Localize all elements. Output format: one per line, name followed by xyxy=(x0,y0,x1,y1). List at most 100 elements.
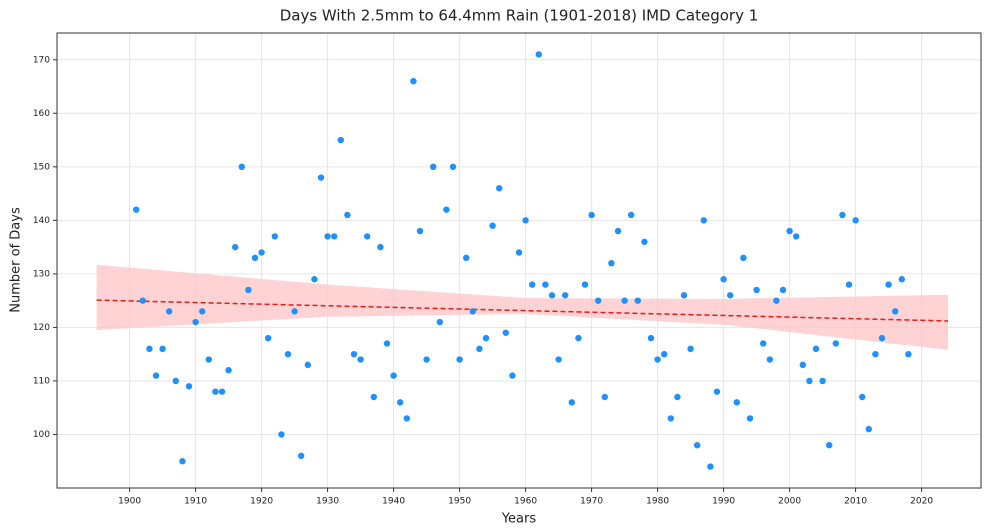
point xyxy=(667,415,674,422)
point xyxy=(311,276,318,283)
point xyxy=(304,361,311,369)
point xyxy=(416,227,424,235)
point xyxy=(317,174,325,181)
point xyxy=(218,388,226,395)
point xyxy=(845,281,853,288)
point xyxy=(898,276,905,283)
point xyxy=(529,281,536,288)
point xyxy=(436,318,443,326)
point xyxy=(674,393,681,401)
point xyxy=(238,163,245,171)
y-tick-label: 110 xyxy=(33,376,50,386)
point xyxy=(548,292,556,299)
point xyxy=(581,281,589,288)
point xyxy=(773,297,780,304)
point xyxy=(185,383,193,390)
point xyxy=(298,452,305,460)
point xyxy=(562,292,569,299)
point xyxy=(720,276,727,283)
y-tick-label: 120 xyxy=(33,323,50,333)
point xyxy=(476,345,483,353)
point xyxy=(746,415,754,422)
point xyxy=(575,334,582,342)
y-axis-label: Number of Days xyxy=(9,207,24,313)
point xyxy=(779,286,787,294)
point xyxy=(542,281,549,288)
x-tick-label: 1900 xyxy=(118,497,141,507)
point xyxy=(680,292,688,299)
point xyxy=(601,393,608,401)
point xyxy=(397,399,404,406)
x-tick-label: 1930 xyxy=(316,497,339,507)
point xyxy=(383,340,391,347)
point xyxy=(152,372,160,379)
point xyxy=(423,356,430,363)
point xyxy=(370,393,377,401)
x-tick-label: 1950 xyxy=(448,497,471,507)
y-tick-label: 140 xyxy=(33,216,50,226)
point xyxy=(350,350,358,358)
point xyxy=(694,441,701,449)
point xyxy=(463,254,470,262)
point xyxy=(839,211,846,219)
x-tick-label: 2010 xyxy=(844,497,867,507)
x-tick-label: 2000 xyxy=(778,497,801,507)
point xyxy=(496,185,503,192)
point xyxy=(634,297,641,304)
point xyxy=(621,297,628,304)
trend-line xyxy=(96,299,949,322)
point xyxy=(251,254,259,262)
point xyxy=(826,441,833,449)
point xyxy=(713,388,721,395)
point xyxy=(159,345,166,353)
point xyxy=(595,297,602,304)
point xyxy=(647,334,655,342)
point xyxy=(806,377,813,385)
point xyxy=(509,372,516,379)
point xyxy=(852,217,859,224)
point xyxy=(449,163,457,171)
point xyxy=(905,350,912,358)
point xyxy=(331,233,338,240)
point xyxy=(192,318,199,326)
point xyxy=(271,233,278,240)
point xyxy=(515,249,523,256)
point xyxy=(469,308,476,315)
x-tick-label: 1960 xyxy=(514,497,537,507)
point xyxy=(245,286,252,294)
point xyxy=(284,350,292,358)
point xyxy=(258,249,265,256)
x-tick-label: 1920 xyxy=(250,497,273,507)
point xyxy=(430,163,437,171)
point xyxy=(225,367,232,374)
point xyxy=(166,308,173,315)
point xyxy=(443,206,450,213)
point xyxy=(555,356,562,363)
point xyxy=(641,238,648,245)
point xyxy=(139,297,146,304)
y-tick-label: 100 xyxy=(33,430,50,440)
point xyxy=(588,211,595,219)
point xyxy=(568,399,575,406)
point xyxy=(337,136,344,144)
point xyxy=(733,399,740,406)
point xyxy=(179,458,186,465)
point xyxy=(535,51,542,58)
x-tick-label: 1980 xyxy=(646,497,669,507)
point xyxy=(892,308,899,315)
point xyxy=(740,254,747,262)
point xyxy=(172,377,179,385)
y-tick-label: 170 xyxy=(33,55,50,65)
point xyxy=(357,356,364,363)
point xyxy=(324,233,331,240)
point xyxy=(205,356,212,363)
point xyxy=(700,217,707,224)
y-tick-label: 130 xyxy=(33,269,50,279)
point xyxy=(628,211,635,219)
point xyxy=(410,77,417,85)
point xyxy=(456,356,463,363)
point xyxy=(766,356,773,363)
point xyxy=(654,356,661,363)
chart-title: Days With 2.5mm to 64.4mm Rain (1901-201… xyxy=(280,7,759,25)
y-tick-label: 150 xyxy=(33,162,50,172)
